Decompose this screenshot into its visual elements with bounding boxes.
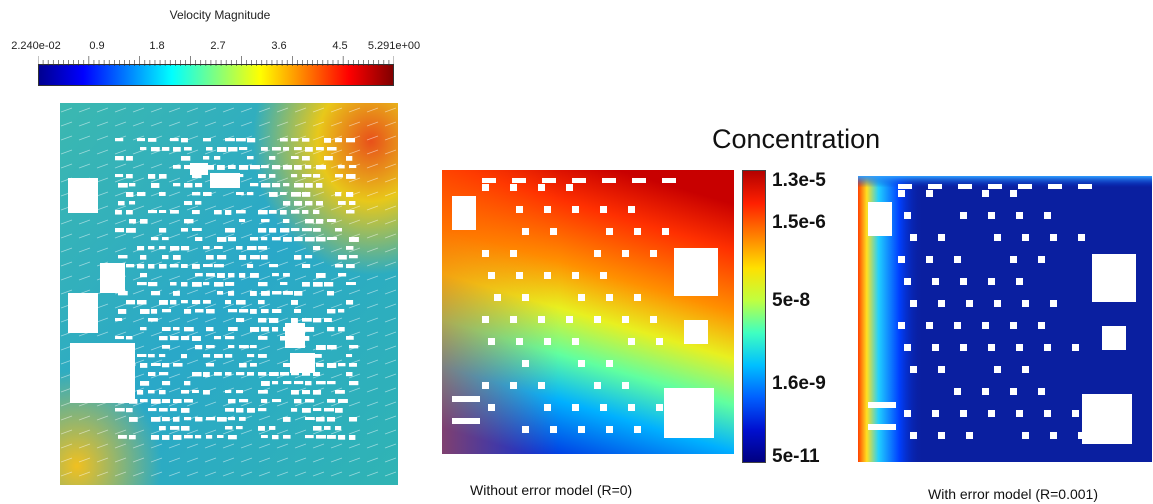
velocity-tick-min: 2.240e-02 [11, 40, 61, 52]
concentration-colorbar [742, 170, 766, 463]
velocity-tick-3-6: 3.6 [271, 40, 287, 52]
concentration-map-with-error-model [858, 176, 1152, 462]
concentration-map-without-error-model [442, 170, 734, 454]
conc-label-1-6e-9: 1.6e-9 [772, 373, 826, 394]
velocity-colorbar [38, 64, 394, 86]
conc-label-max: 1.3e-5 [772, 170, 826, 191]
velocity-colorbar-title: Velocity Magnitude [169, 8, 271, 22]
velocity-tick-2-7: 2.7 [210, 40, 226, 52]
velocity-tick-1-8: 1.8 [149, 40, 165, 52]
velocity-tick-4-5: 4.5 [332, 40, 348, 52]
velocity-field-image [60, 103, 398, 485]
velocity-colorbar-ticks [38, 56, 394, 66]
velocity-tick-0-9: 0.9 [89, 40, 105, 52]
conc-label-1-5e-6: 1.5e-6 [772, 212, 826, 233]
conc-label-5e-8: 5e-8 [772, 290, 811, 311]
right-panel-caption: With error model (R=0.001) [928, 486, 1099, 502]
left-panel-caption: Without error model (R=0) [470, 482, 633, 498]
velocity-tick-max: 5.291e+00 [367, 40, 421, 52]
conc-label-min: 5e-11 [772, 446, 820, 467]
concentration-title: Concentration [712, 124, 881, 154]
